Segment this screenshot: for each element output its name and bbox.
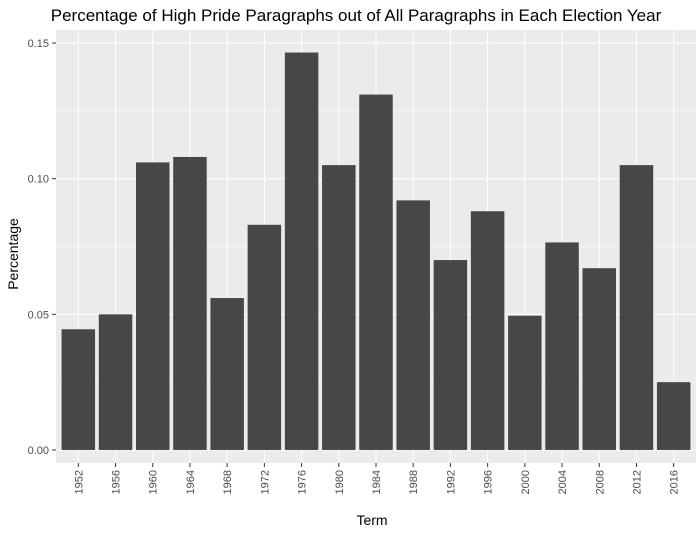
bar-1972: [247, 224, 282, 450]
x-tick-label: 1984: [371, 470, 383, 494]
x-tick-label: 1952: [73, 470, 85, 494]
bar-1960: [136, 162, 170, 450]
x-tick-label: 1988: [408, 470, 420, 494]
bar-2012: [619, 165, 654, 450]
x-axis: 1952 1956 1960 1964 1968 1972 1976 1980 1984 1988…: [73, 463, 681, 494]
x-tick-label: 1972: [259, 470, 271, 494]
bar-2016: [656, 382, 691, 450]
x-tick-label: 2016: [669, 470, 681, 494]
bar-1992: [433, 260, 468, 450]
x-tick-label: 1980: [334, 470, 346, 494]
bars: [61, 52, 691, 450]
bar-1952: [61, 329, 96, 450]
bar-2000: [508, 315, 542, 450]
x-tick-label: 2012: [631, 470, 643, 494]
x-tick-label: 1996: [483, 470, 495, 494]
chart-title: Percentage of High Pride Paragraphs out …: [51, 6, 662, 25]
bar-1980: [322, 165, 356, 450]
y-tick-label: 0.10: [28, 174, 49, 186]
x-axis-title: Term: [356, 512, 387, 528]
y-axis: 0.00 0.05 0.10 0.15: [28, 38, 56, 457]
bar-1984: [359, 94, 393, 450]
x-tick-label: 1960: [148, 470, 160, 494]
bar-2004: [545, 242, 579, 450]
bar-1956: [98, 314, 133, 450]
bar-1968: [210, 298, 244, 450]
y-tick-label: 0.15: [28, 38, 49, 50]
y-axis-title: Percentage: [5, 218, 21, 290]
x-tick-label: 1992: [445, 470, 457, 494]
y-tick-label: 0.00: [28, 445, 49, 457]
bar-1964: [173, 156, 207, 450]
x-tick-label: 1956: [111, 470, 123, 494]
bar-1996: [470, 211, 505, 450]
bar-1988: [396, 200, 430, 450]
x-tick-label: 1976: [297, 470, 309, 494]
y-tick-label: 0.05: [28, 309, 49, 321]
x-tick-label: 2008: [594, 470, 606, 494]
x-tick-label: 2000: [520, 470, 532, 494]
bar-2008: [582, 268, 616, 450]
x-tick-label: 1968: [222, 470, 234, 494]
x-tick-label: 1964: [185, 470, 197, 494]
bar-1976: [284, 52, 319, 450]
x-tick-label: 2004: [557, 470, 569, 494]
